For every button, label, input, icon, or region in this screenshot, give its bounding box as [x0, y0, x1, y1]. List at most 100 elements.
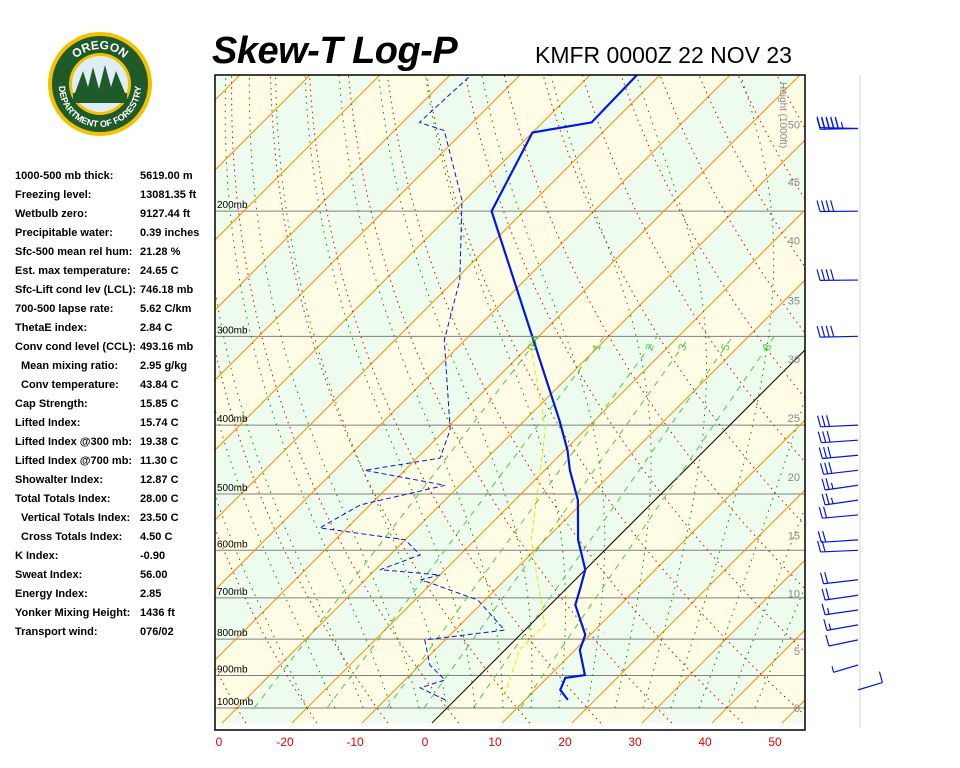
isotherm	[0, 27, 218, 723]
dry-adiabat	[941, 27, 960, 724]
wind-barb-flag	[830, 325, 835, 338]
oregon-department-of-forestry-logo: OREGON DEPARTMENT OF FORESTRY	[47, 31, 153, 142]
wind-barb-staff	[823, 579, 859, 585]
stability-indices-panel: 1000-500 mb thick: 5619.00 m Freezing leve…	[15, 168, 199, 643]
stat-value: 746.18 mb	[140, 284, 194, 296]
stat-label: Conv cond level (CCL):	[15, 341, 137, 353]
isotherm	[215, 75, 521, 381]
stat-label: Cap Strength:	[15, 398, 88, 410]
wind-barb-flag	[824, 572, 829, 584]
dry-adiabat	[215, 347, 389, 724]
isobar-label: 800mb	[217, 628, 248, 639]
wind-barb-staff	[823, 469, 859, 475]
dry-adiabat	[792, 27, 960, 724]
stat-label: ThetaE index:	[15, 322, 88, 334]
stat-row: Conv temperature: 43.84 C	[15, 377, 199, 396]
dry-adiabat	[425, 75, 805, 716]
dry-adiabat	[904, 27, 960, 724]
temperature-tick-label: 0	[216, 735, 223, 749]
stat-value: 2.95 g/kg	[140, 360, 188, 372]
stat-value: 2.84 C	[140, 322, 173, 334]
height-tick-label: 40	[788, 236, 800, 248]
isotherm	[0, 27, 8, 723]
isotherm	[215, 75, 451, 311]
isotherm	[291, 209, 805, 724]
wind-barb-staff	[820, 335, 859, 338]
wind-barb-flag	[821, 478, 826, 491]
wind-barb-flag	[878, 671, 884, 683]
isobar-label: 900mb	[217, 664, 248, 675]
height-tick-label: 30	[788, 354, 800, 366]
wind-barb-flag	[830, 117, 835, 130]
wind-barb-flag	[821, 269, 826, 281]
wind-barb-flag	[825, 415, 831, 427]
moist-adiabat	[215, 286, 364, 709]
wind-barb-flag	[818, 447, 823, 459]
isotherm	[221, 139, 805, 724]
wind-barb-flag	[816, 200, 821, 212]
temperature-band	[215, 75, 805, 724]
wind-barb-staff	[821, 439, 859, 444]
stat-value: 076/02	[140, 626, 174, 638]
stat-row: ThetaE index: 2.84 C	[15, 320, 199, 339]
stat-value: 15.85 C	[140, 398, 179, 410]
isotherm	[215, 75, 731, 591]
dry-adiabat	[829, 27, 960, 724]
wind-barb-flag	[817, 431, 822, 443]
wind-barb-half-flag	[826, 608, 830, 615]
wind-barb-flag	[823, 619, 828, 631]
wind-barb-staff	[825, 609, 859, 616]
dry-adiabat	[270, 75, 531, 724]
height-tick-label: 10	[788, 588, 800, 600]
isotherm	[361, 279, 805, 724]
wind-barb-flag	[825, 117, 830, 130]
mixing-ratio-label: 3	[676, 343, 689, 353]
isotherm	[215, 75, 661, 521]
mixing-ratio-label: 5	[719, 343, 732, 353]
stat-value: 4.50 C	[140, 531, 173, 543]
wind-barb-flag	[821, 493, 826, 506]
isotherm	[641, 559, 805, 724]
wind-barb-flag	[822, 530, 827, 543]
stat-row: Cap Strength: 15.85 C	[15, 396, 199, 415]
stat-row: Est. max temperature: 24.65 C	[15, 263, 199, 282]
isotherm	[431, 349, 805, 724]
wind-barb-flag	[825, 325, 830, 338]
stat-label: Lifted Index:	[15, 417, 81, 429]
wind-barb-staff	[828, 639, 859, 647]
stat-row: Lifted Index @700 mb: 11.30 C	[15, 453, 199, 472]
wind-barb-flag	[816, 118, 821, 130]
wind-barb-flag	[824, 462, 829, 474]
stat-label: Total Totals Index:	[15, 493, 111, 505]
stat-label: K Index:	[15, 550, 59, 562]
wind-barb-flag	[821, 540, 826, 552]
plot-frame	[214, 74, 806, 731]
stat-label: Cross Totals Index:	[21, 531, 123, 543]
height-tick-label: 50	[788, 119, 800, 131]
mixing-ratio-line	[423, 336, 691, 709]
wind-barb-half-flag	[830, 497, 834, 504]
isotherm	[852, 27, 960, 723]
wind-barb-staff	[825, 484, 859, 491]
wind-barb-staff	[857, 682, 883, 691]
dry-adiabat	[309, 75, 602, 724]
moist-adiabat	[481, 75, 606, 709]
wind-barb-flag	[827, 446, 832, 458]
stat-label: Showalter Index:	[15, 474, 104, 486]
temperature-tick-label: 50	[768, 735, 782, 749]
isotherm	[571, 489, 805, 724]
stat-value: 0.39 inches	[140, 227, 200, 239]
moist-adiabat	[670, 75, 775, 709]
wind-barb-flag	[825, 478, 830, 490]
wind-barb-flag	[830, 269, 835, 281]
stat-value: -0.90	[140, 550, 166, 562]
stat-label: Mean mixing ratio:	[21, 360, 119, 372]
stat-value: 11.30 C	[140, 455, 178, 467]
stat-row: 700-500 lapse rate: 5.62 C/km	[15, 301, 199, 320]
stat-row: Conv cond level (CCL): 493.16 mb	[15, 339, 199, 358]
stat-label: Lifted Index @300 mb:	[15, 436, 133, 448]
dry-adiabat	[659, 75, 805, 334]
temperature-tick-label: -20	[276, 735, 294, 749]
mixing-ratio-label: 0.4	[526, 334, 543, 352]
wind-barb-flag	[816, 415, 822, 427]
